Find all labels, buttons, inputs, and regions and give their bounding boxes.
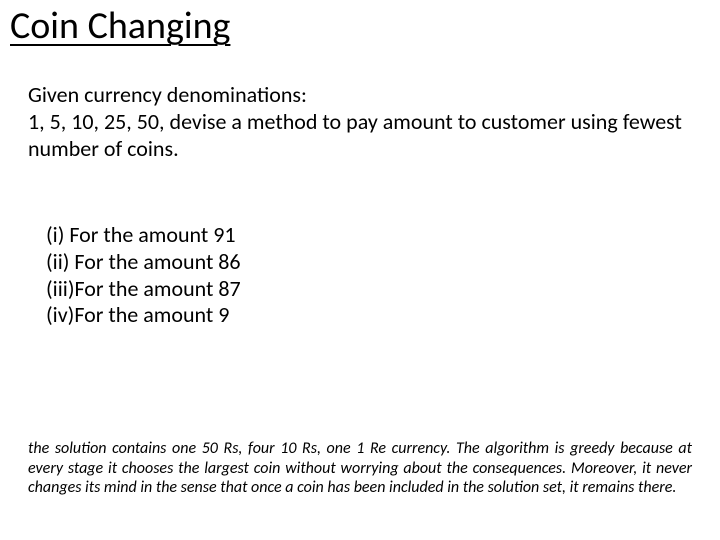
- enumerated-list: (i) For the amount 91 (ii) For the amoun…: [46, 222, 241, 329]
- intro-text: Given currency denominations:1, 5, 10, 2…: [28, 82, 692, 162]
- footnote-text: the solution contains one 50 Rs, four 10…: [28, 439, 692, 498]
- list-item: (i) For the amount 91: [46, 222, 241, 249]
- list-item: (iii)For the amount 87: [46, 276, 241, 303]
- list-item: (iv)For the amount 9: [46, 302, 241, 329]
- slide-title: Coin Changing: [10, 6, 230, 48]
- slide: Coin Changing Given currency denominatio…: [0, 0, 720, 540]
- list-item: (ii) For the amount 86: [46, 249, 241, 276]
